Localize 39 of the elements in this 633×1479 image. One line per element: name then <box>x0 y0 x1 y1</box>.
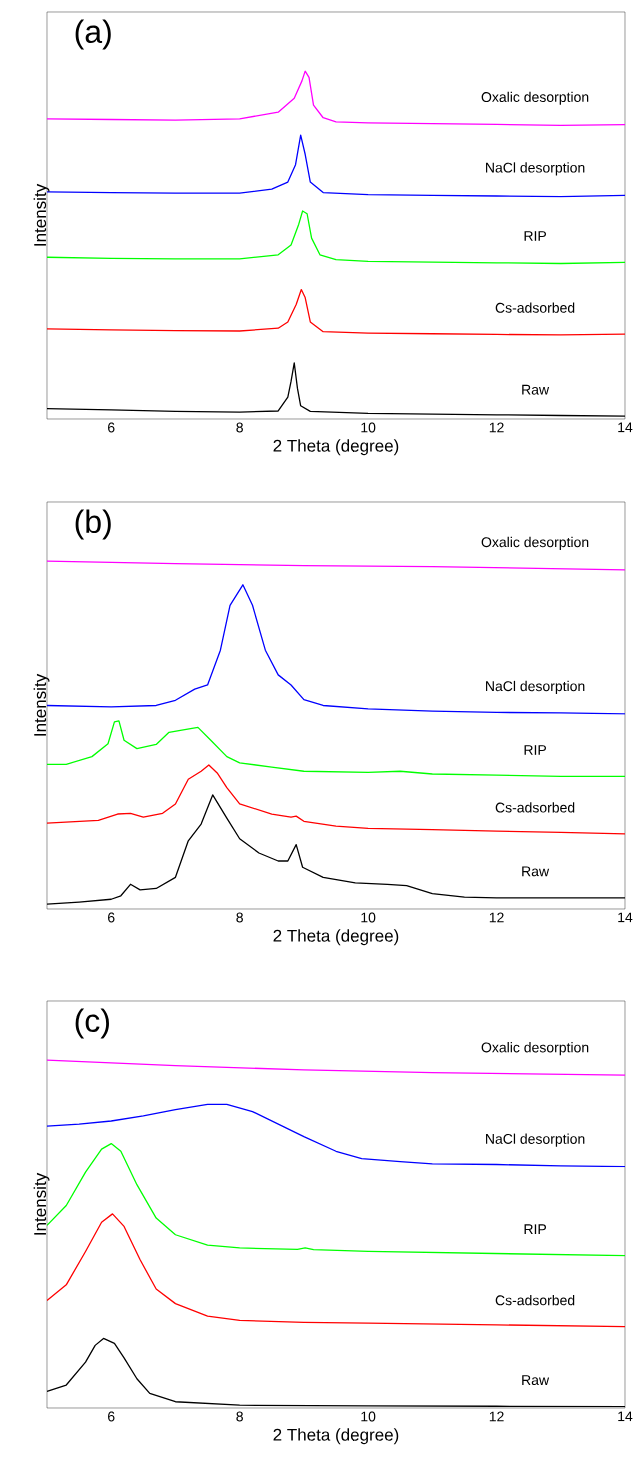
x-tick-label: 8 <box>236 422 243 433</box>
x-tick-label: 14 <box>618 422 633 433</box>
x-tick-label: 6 <box>108 422 115 433</box>
x-tick-label: 8 <box>236 1411 243 1422</box>
x-tick-label: 10 <box>361 912 376 923</box>
x-tick-label: 12 <box>489 1411 504 1422</box>
series-label: Oxalic desorption <box>481 1042 589 1056</box>
x-tick-label: 6 <box>108 1411 115 1422</box>
x-tick-label: 14 <box>618 1411 633 1422</box>
series-label: NaCl desorption <box>486 680 585 694</box>
x-tick-label: 10 <box>361 422 376 433</box>
series-label: Raw <box>522 866 550 877</box>
x-tick-label: 8 <box>236 912 243 923</box>
x-axis-title: 2 Theta (degree) <box>273 1428 399 1445</box>
series-label: RIP <box>524 231 547 241</box>
series-label: Raw <box>522 1375 550 1386</box>
x-axis-title: 2 Theta (degree) <box>273 439 399 456</box>
chart-title: (b) <box>75 509 111 540</box>
series-label: NaCl desorption <box>486 162 585 176</box>
chart-title: (c) <box>75 1008 109 1039</box>
chart-title: (a) <box>75 19 111 50</box>
series-label: Raw <box>522 384 550 395</box>
x-axis-title: 2 Theta (degree) <box>273 929 399 946</box>
series-label: Cs-adsorbed <box>495 1294 575 1306</box>
y-axis-title: Intensity <box>33 1172 50 1235</box>
x-tick-label: 12 <box>489 912 504 923</box>
series-label: RIP <box>524 1224 547 1234</box>
series-label: Oxalic desorption <box>481 536 589 550</box>
x-tick-label: 10 <box>361 1411 376 1422</box>
x-tick-label: 12 <box>489 422 504 433</box>
y-axis-title: Intensity <box>33 183 50 246</box>
series-label: NaCl desorption <box>486 1133 585 1147</box>
series-label: Oxalic desorption <box>481 91 589 105</box>
series-label: RIP <box>524 745 547 755</box>
series-label: Cs-adsorbed <box>495 302 575 313</box>
x-tick-label: 6 <box>108 912 115 923</box>
series-label: Cs-adsorbed <box>495 802 575 813</box>
x-tick-label: 14 <box>618 912 633 923</box>
y-axis-title: Intensity <box>33 673 50 736</box>
